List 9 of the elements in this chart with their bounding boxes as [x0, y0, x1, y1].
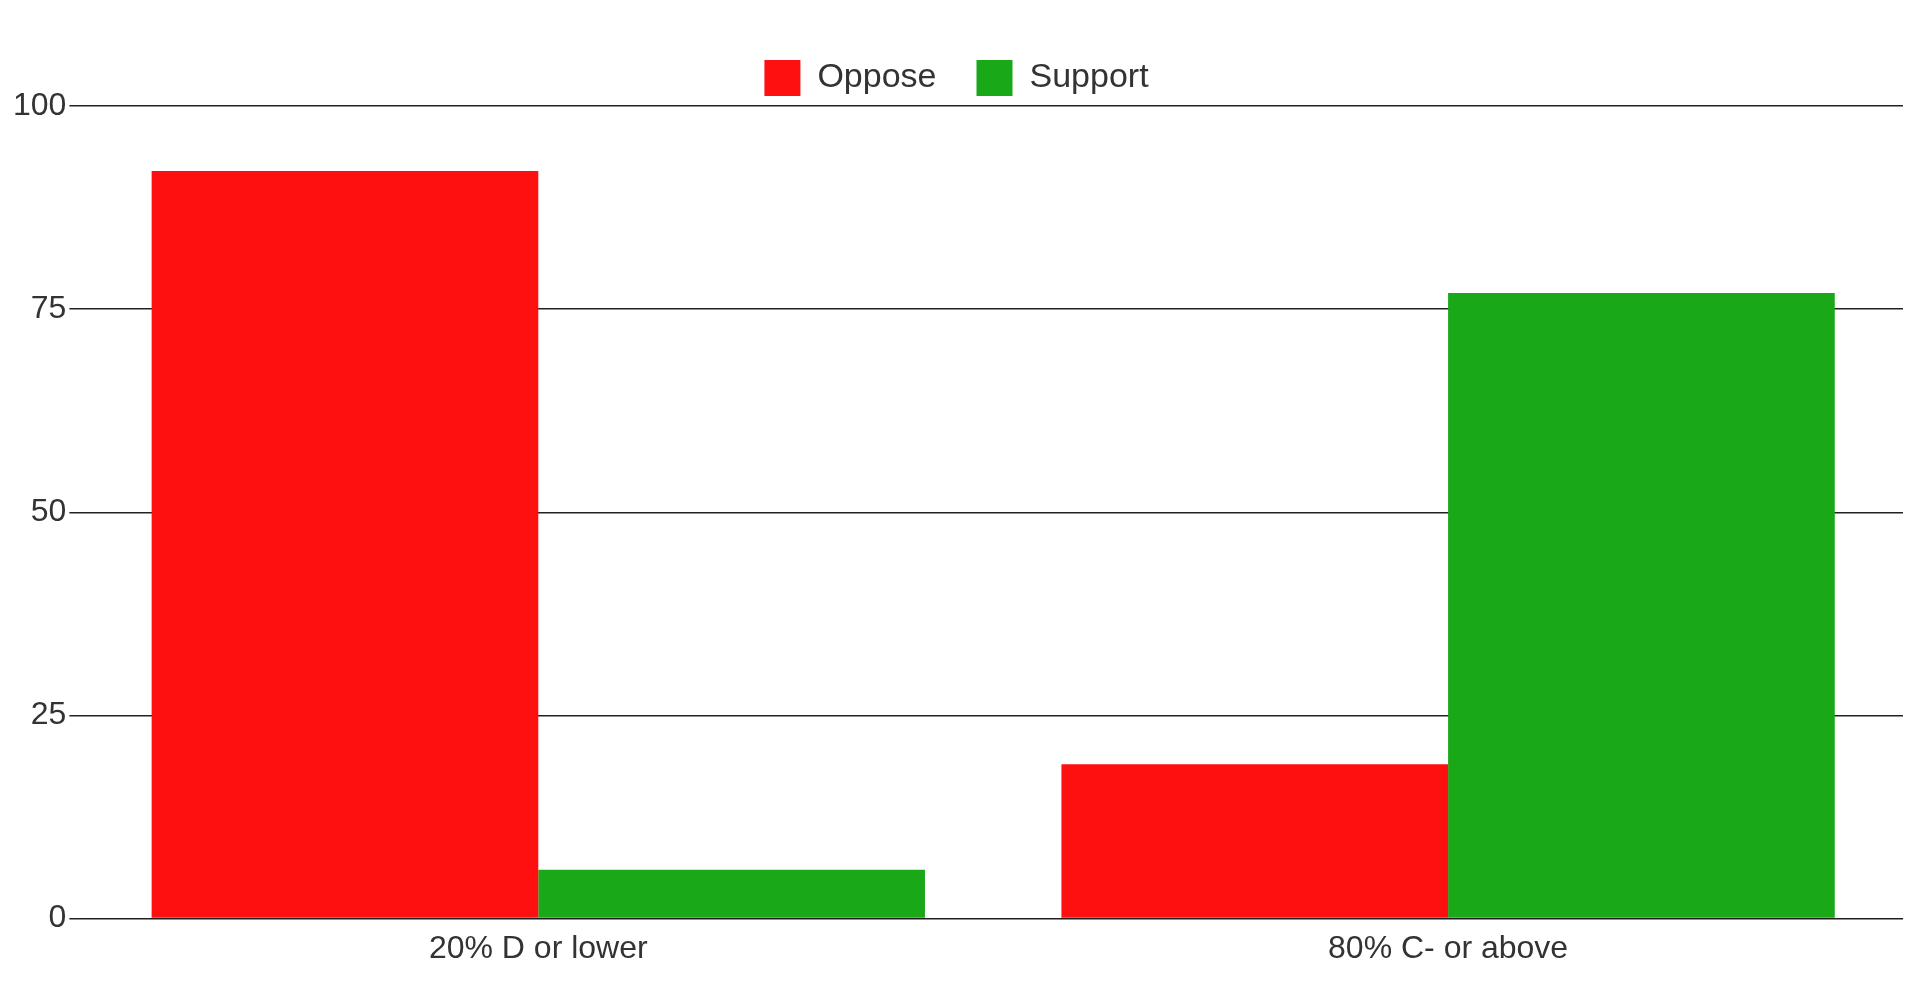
y-tick-label: 75 — [30, 288, 67, 325]
y-tick-label: 100 — [13, 85, 67, 122]
y-tick-label: 50 — [30, 492, 67, 529]
y-tick-label: 0 — [48, 898, 67, 935]
y-tick-label: 25 — [30, 695, 67, 732]
legend-label: Oppose — [817, 56, 937, 95]
legend-label: Support — [1029, 56, 1150, 95]
x-tick-label: 20% D or lower — [428, 928, 649, 965]
x-tick-label: 80% C- or above — [1328, 928, 1569, 965]
